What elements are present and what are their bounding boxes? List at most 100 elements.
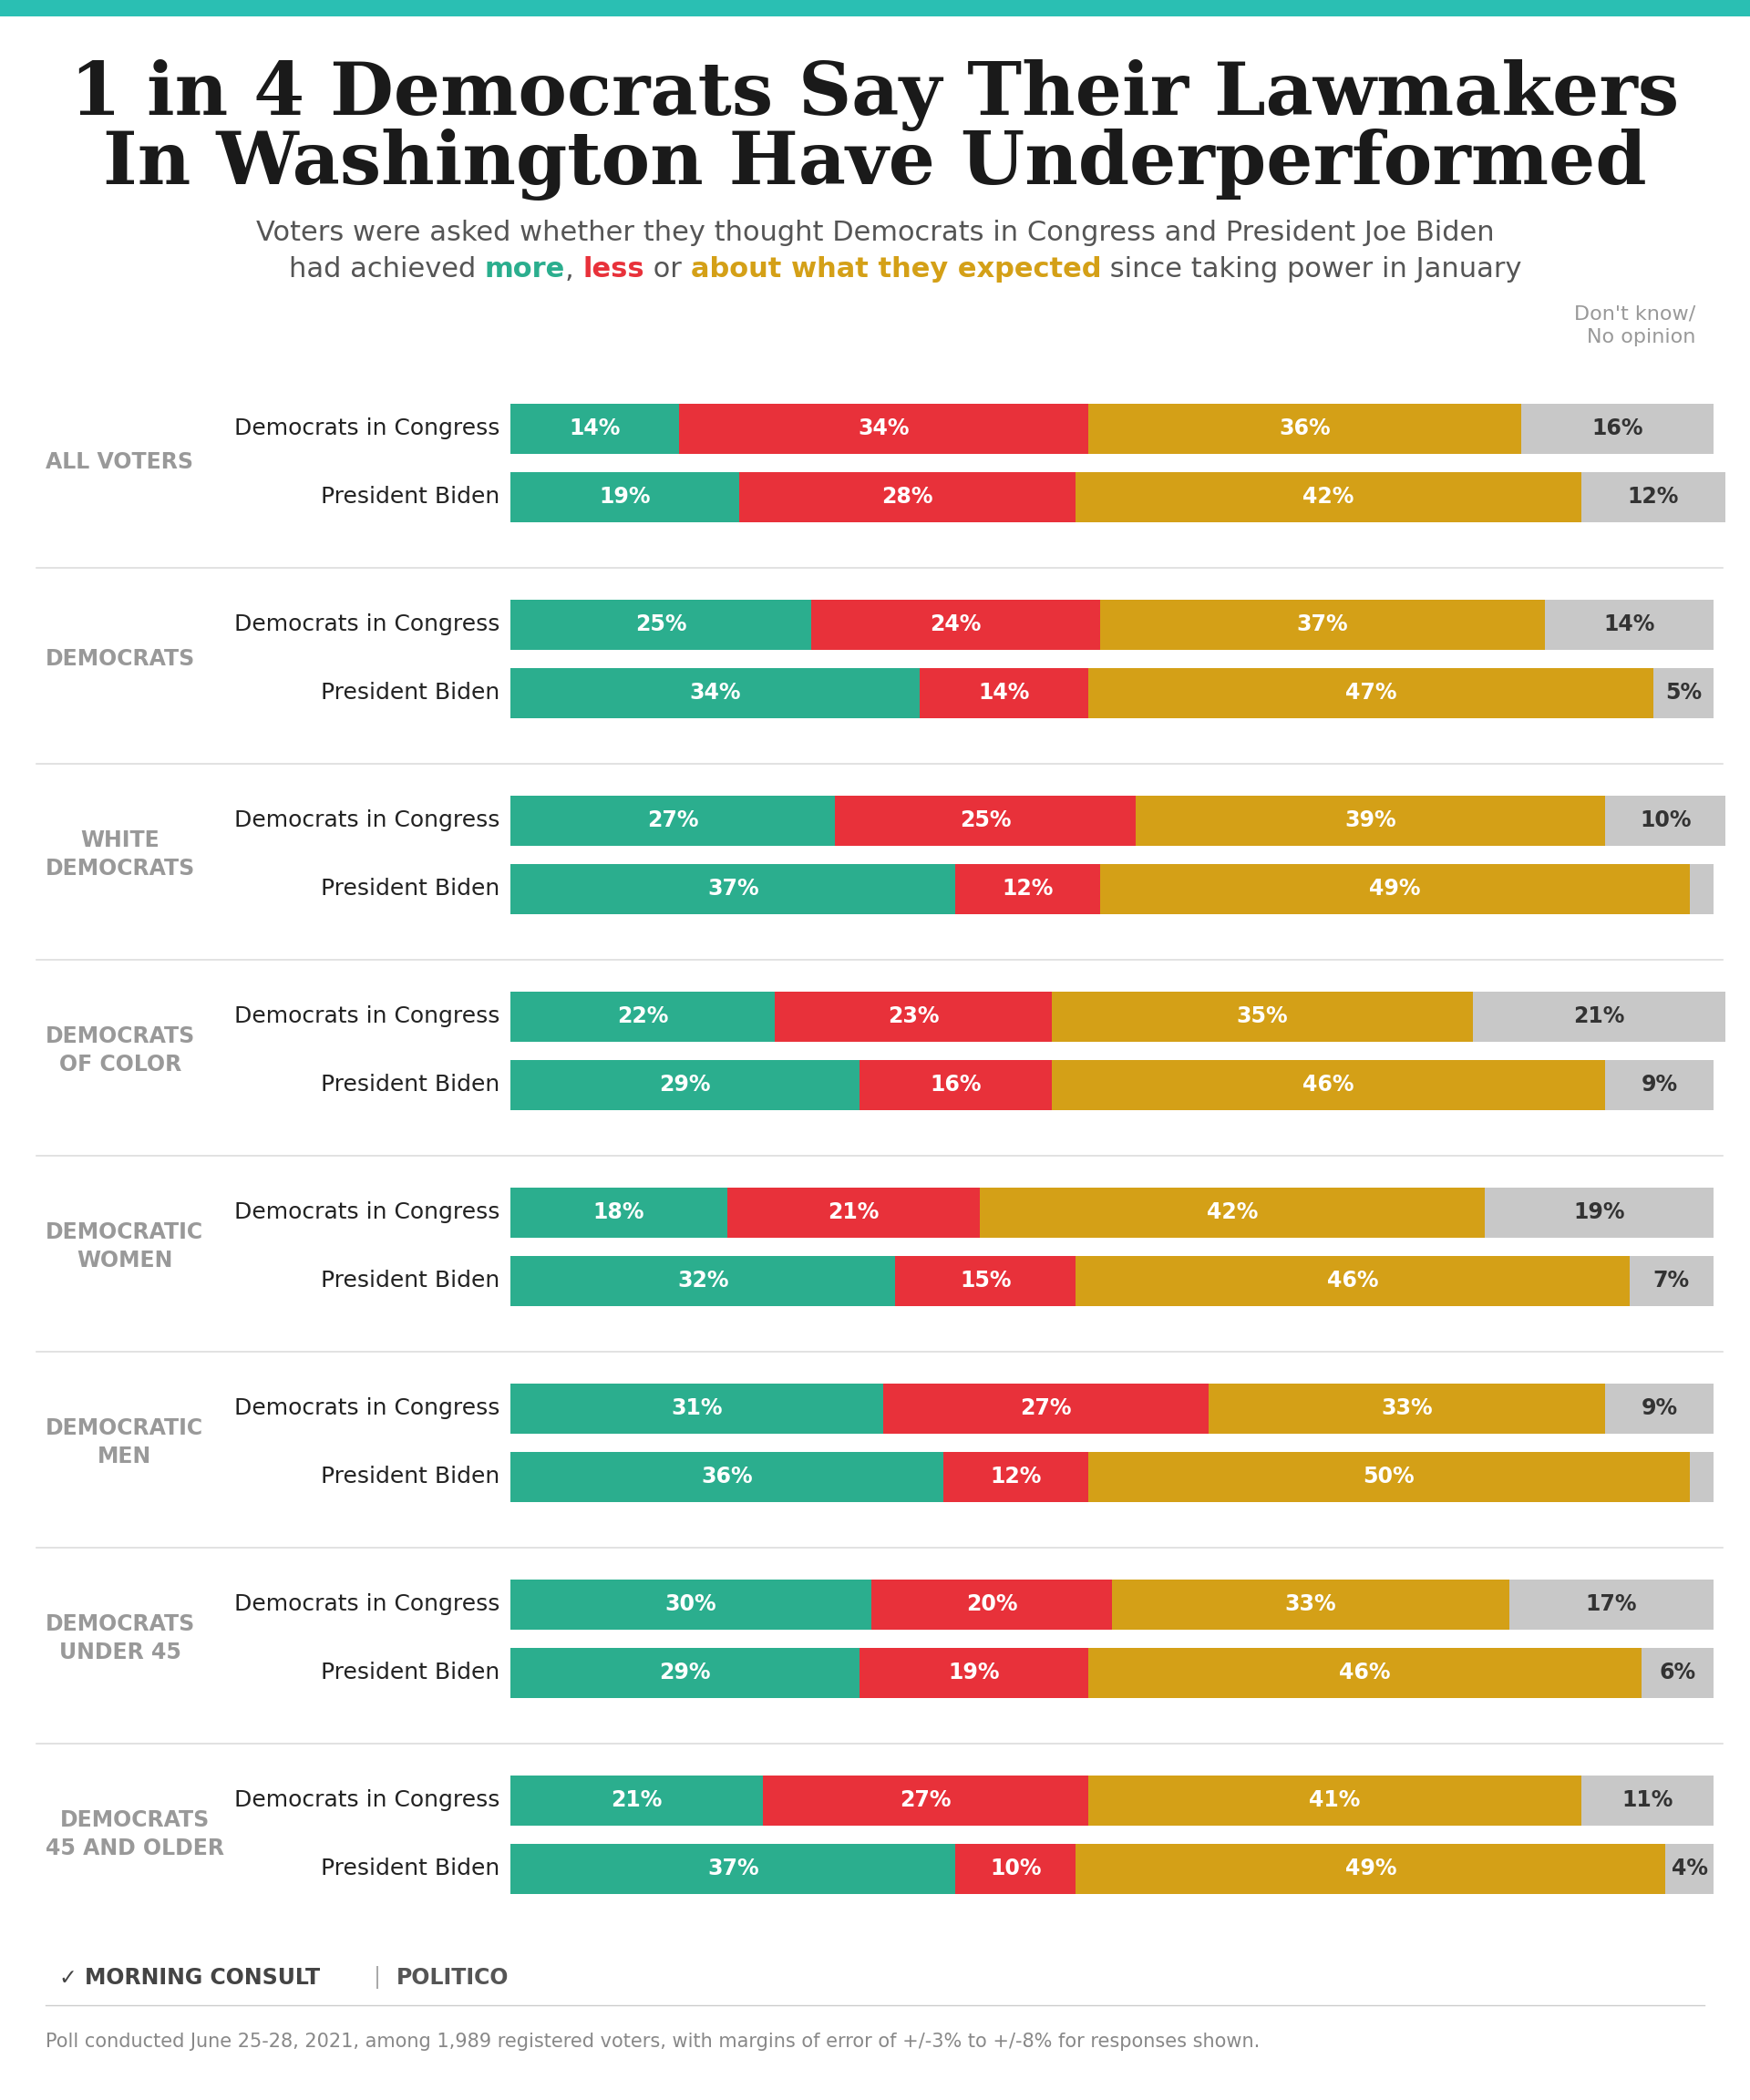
Text: Democrats in Congress: Democrats in Congress — [235, 613, 499, 636]
Bar — [511, 668, 919, 718]
Text: 33%: 33% — [1284, 1594, 1337, 1615]
Bar — [1605, 796, 1726, 846]
Text: 11%: 11% — [1622, 1789, 1673, 1810]
Text: 50%: 50% — [1363, 1466, 1414, 1487]
Text: DEMOCRATIC
MEN: DEMOCRATIC MEN — [46, 1418, 203, 1468]
Bar — [1208, 1384, 1605, 1434]
Text: 12%: 12% — [990, 1466, 1041, 1487]
Bar — [1088, 1451, 1689, 1502]
Text: DEMOCRATS: DEMOCRATS — [46, 647, 196, 670]
Text: 37%: 37% — [1297, 613, 1348, 636]
Bar — [1689, 1451, 1713, 1502]
Text: DEMOCRATIC
WOMEN: DEMOCRATIC WOMEN — [46, 1220, 203, 1273]
Text: Democrats in Congress: Democrats in Congress — [235, 808, 499, 832]
Text: 7%: 7% — [1654, 1271, 1690, 1292]
Text: about what they expected: about what they expected — [691, 256, 1101, 281]
Bar — [511, 403, 679, 454]
Text: Poll conducted June 25-28, 2021, among 1,989 registered voters, with margins of : Poll conducted June 25-28, 2021, among 1… — [46, 2033, 1260, 2052]
Text: 24%: 24% — [929, 613, 982, 636]
Text: 14%: 14% — [978, 683, 1029, 704]
Bar — [1508, 1579, 1713, 1630]
Bar — [1642, 1649, 1713, 1697]
Bar — [812, 598, 1101, 649]
Bar — [1101, 863, 1689, 914]
Bar — [511, 991, 775, 1042]
Text: Democrats in Congress: Democrats in Congress — [235, 1201, 499, 1222]
Bar — [1486, 1186, 1713, 1237]
Bar — [980, 1186, 1486, 1237]
Bar — [835, 796, 1136, 846]
Text: 23%: 23% — [887, 1006, 940, 1027]
Text: 19%: 19% — [949, 1661, 999, 1684]
Text: more: more — [485, 256, 565, 281]
Text: Voters were asked whether they thought Democrats in Congress and President Joe B: Voters were asked whether they thought D… — [256, 218, 1494, 246]
Bar — [1052, 1060, 1605, 1109]
Text: 9%: 9% — [1642, 1073, 1678, 1096]
Text: DEMOCRATS
UNDER 45: DEMOCRATS UNDER 45 — [46, 1613, 196, 1663]
Bar — [511, 472, 738, 521]
Text: 47%: 47% — [1346, 683, 1397, 704]
Text: 10%: 10% — [1640, 808, 1690, 832]
Text: 12%: 12% — [1003, 878, 1054, 899]
Text: 49%: 49% — [1346, 1858, 1397, 1880]
Text: had achieved: had achieved — [289, 256, 485, 281]
Text: 30%: 30% — [665, 1594, 718, 1615]
Bar — [896, 1256, 1076, 1306]
Bar — [1654, 668, 1713, 718]
Text: President Biden: President Biden — [320, 683, 499, 704]
Text: President Biden: President Biden — [320, 878, 499, 899]
Text: 16%: 16% — [1591, 418, 1643, 439]
Text: 41%: 41% — [1309, 1789, 1360, 1810]
Bar — [679, 403, 1088, 454]
Text: |: | — [374, 1966, 382, 1989]
Text: 21%: 21% — [611, 1789, 663, 1810]
Text: 15%: 15% — [961, 1271, 1012, 1292]
Text: President Biden: President Biden — [320, 1073, 499, 1096]
Bar — [511, 863, 956, 914]
Text: 14%: 14% — [1603, 613, 1656, 636]
Bar — [511, 1384, 884, 1434]
Bar — [511, 1579, 872, 1630]
Bar — [1605, 1060, 1713, 1109]
Text: No opinion: No opinion — [1587, 328, 1696, 346]
Bar — [1545, 598, 1713, 649]
Text: 5%: 5% — [1666, 683, 1701, 704]
Bar — [1582, 1774, 1713, 1825]
Bar — [884, 1384, 1208, 1434]
Text: 21%: 21% — [828, 1201, 879, 1222]
Bar — [1605, 1384, 1713, 1434]
Text: 14%: 14% — [569, 418, 620, 439]
Text: 4%: 4% — [1671, 1858, 1708, 1880]
Text: President Biden: President Biden — [320, 1858, 499, 1880]
Text: 34%: 34% — [690, 683, 740, 704]
Bar — [511, 598, 812, 649]
Bar — [1052, 991, 1474, 1042]
Bar — [919, 668, 1088, 718]
Text: 37%: 37% — [707, 1858, 760, 1880]
Text: 27%: 27% — [648, 808, 698, 832]
Text: 6%: 6% — [1659, 1661, 1696, 1684]
Text: 18%: 18% — [593, 1201, 644, 1222]
Text: Democrats in Congress: Democrats in Congress — [235, 1397, 499, 1420]
Bar — [1088, 1649, 1642, 1697]
Bar — [1582, 472, 1726, 521]
Text: POLITICO: POLITICO — [397, 1968, 509, 1989]
Bar — [1101, 598, 1545, 649]
Text: 34%: 34% — [858, 418, 910, 439]
Text: ✓ MORNING CONSULT: ✓ MORNING CONSULT — [60, 1968, 320, 1989]
Bar — [511, 1649, 859, 1697]
Text: 9%: 9% — [1642, 1397, 1678, 1420]
Bar — [1076, 1844, 1666, 1894]
Text: 10%: 10% — [990, 1858, 1041, 1880]
Text: DEMOCRATS
45 AND OLDER: DEMOCRATS 45 AND OLDER — [46, 1808, 224, 1861]
Bar — [763, 1774, 1088, 1825]
Text: ALL VOTERS: ALL VOTERS — [46, 452, 192, 473]
Text: 16%: 16% — [929, 1073, 982, 1096]
Text: since taking power in January: since taking power in January — [1101, 256, 1523, 281]
Text: Don't know/: Don't know/ — [1573, 304, 1696, 323]
Bar — [1076, 472, 1582, 521]
Text: 46%: 46% — [1302, 1073, 1355, 1096]
Text: Democrats in Congress: Democrats in Congress — [235, 1006, 499, 1027]
Bar — [1689, 863, 1713, 914]
Bar — [511, 1774, 763, 1825]
